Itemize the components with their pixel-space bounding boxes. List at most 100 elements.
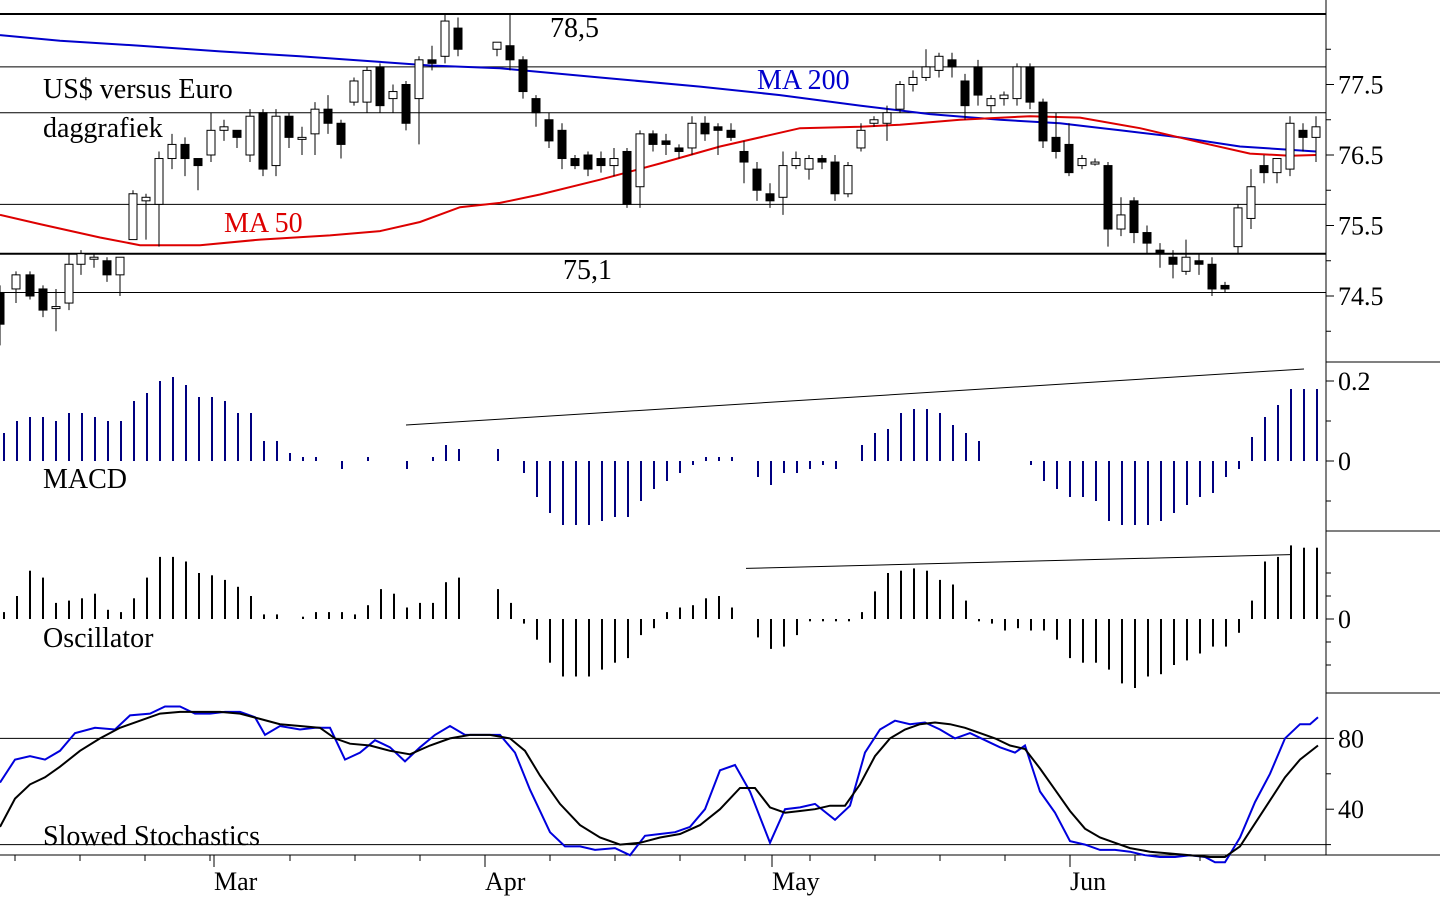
candle-body xyxy=(1311,126,1321,138)
candle-body xyxy=(154,158,164,205)
y-tick-label: 76.5 xyxy=(1338,141,1384,170)
candle-body xyxy=(531,98,541,114)
candle-body xyxy=(843,165,853,195)
candle-body xyxy=(219,126,229,131)
candle-body xyxy=(167,143,177,160)
candle-body xyxy=(960,80,970,107)
resistance-label: 78,5 xyxy=(550,13,599,44)
macd-label: MACD xyxy=(43,464,127,495)
candle-body xyxy=(375,66,385,107)
candle-body xyxy=(232,129,242,138)
candle-body xyxy=(89,256,99,260)
y-tick-label: 0 xyxy=(1338,605,1351,634)
x-month-label: May xyxy=(772,867,820,896)
candle-body xyxy=(934,55,944,71)
candle-body xyxy=(245,115,255,156)
candle-body xyxy=(206,129,216,156)
candle-body xyxy=(635,133,645,188)
oscillator-histogram xyxy=(3,545,1318,688)
candle-body xyxy=(596,158,606,167)
macd-trendline xyxy=(405,368,1305,426)
ma50-label: MA 50 xyxy=(224,208,303,239)
candle-body xyxy=(1220,284,1230,290)
candle-body xyxy=(1051,136,1061,152)
candle-body xyxy=(1194,260,1204,265)
oscillator-label: Oscillator xyxy=(43,623,154,654)
candle-body xyxy=(258,112,268,170)
candle-body xyxy=(271,115,281,167)
candle-body xyxy=(609,158,619,167)
candle-body xyxy=(1168,256,1178,265)
candle-body xyxy=(661,140,671,145)
oscillator-trendline xyxy=(745,554,1291,569)
candle-body xyxy=(1285,122,1295,170)
candle-body xyxy=(804,158,814,170)
ma200-label: MA 200 xyxy=(757,65,850,96)
horizontal-levels xyxy=(0,13,1326,293)
candle-body xyxy=(1038,101,1048,142)
candle-body xyxy=(336,122,346,145)
candle-body xyxy=(1298,129,1308,138)
candle-body xyxy=(440,20,450,57)
candle-body xyxy=(700,122,710,135)
candle-body xyxy=(986,98,996,107)
candle-body xyxy=(297,136,307,140)
candle-body xyxy=(882,112,892,124)
candle-body xyxy=(505,45,515,61)
candle-body xyxy=(25,274,35,297)
candle-body xyxy=(583,154,593,170)
stochastics-line xyxy=(0,710,1319,858)
y-tick-label: 0 xyxy=(1338,447,1351,476)
candle-body xyxy=(1207,263,1217,290)
candle-body xyxy=(778,165,788,198)
x-month-label: Jun xyxy=(1070,867,1106,896)
candle-body xyxy=(791,158,801,167)
candle-body xyxy=(51,306,61,310)
x-month-label: Apr xyxy=(485,867,526,896)
candle-body xyxy=(128,193,138,241)
candle-body xyxy=(895,84,905,110)
y-tick-label: 75.5 xyxy=(1338,212,1384,241)
candle-body xyxy=(1064,143,1074,174)
candle-body xyxy=(726,129,736,138)
candle-body xyxy=(1129,200,1139,234)
x-month-label: Mar xyxy=(214,867,258,896)
candle-body xyxy=(687,122,697,149)
candle-body xyxy=(544,119,554,142)
candle-body xyxy=(830,161,840,195)
candle-body xyxy=(180,143,190,160)
candle-body xyxy=(102,260,112,276)
candle-body xyxy=(310,108,320,135)
macd-histogram xyxy=(3,368,1318,525)
candle-body xyxy=(76,253,86,265)
candle-body xyxy=(817,158,827,163)
candle-body xyxy=(518,59,528,93)
candle-body xyxy=(1181,256,1191,272)
candle-body xyxy=(947,59,957,68)
candle-body xyxy=(1077,158,1087,167)
candle-body xyxy=(1259,165,1269,174)
candle-body xyxy=(0,291,5,325)
stochastics-label: Slowed Stochastics xyxy=(43,821,260,852)
candle-body xyxy=(674,147,684,152)
candle-body xyxy=(1103,165,1113,230)
candle-body xyxy=(115,256,125,276)
candle-body xyxy=(1155,249,1165,255)
y-tick-label: 77.5 xyxy=(1338,71,1384,100)
candle-body xyxy=(323,108,333,124)
candle-body xyxy=(388,91,398,100)
chart-title: US$ versus Euro xyxy=(43,74,233,105)
candle-body xyxy=(362,69,372,103)
support-label: 75,1 xyxy=(563,255,612,286)
candle-body xyxy=(869,119,879,124)
candle-body xyxy=(752,168,762,191)
candle-body xyxy=(999,94,1009,100)
candle-body xyxy=(193,158,203,167)
y-tick-label: 74.5 xyxy=(1338,282,1384,311)
candle-body xyxy=(1142,232,1152,244)
candle-body xyxy=(1025,66,1035,103)
y-axis-ticks: 74.5 75.5 76.5 77.5 0.2 0 0 80 40 xyxy=(1326,48,1384,846)
candle-body xyxy=(427,59,437,64)
candle-body xyxy=(141,196,151,202)
candle-body xyxy=(1116,214,1126,230)
